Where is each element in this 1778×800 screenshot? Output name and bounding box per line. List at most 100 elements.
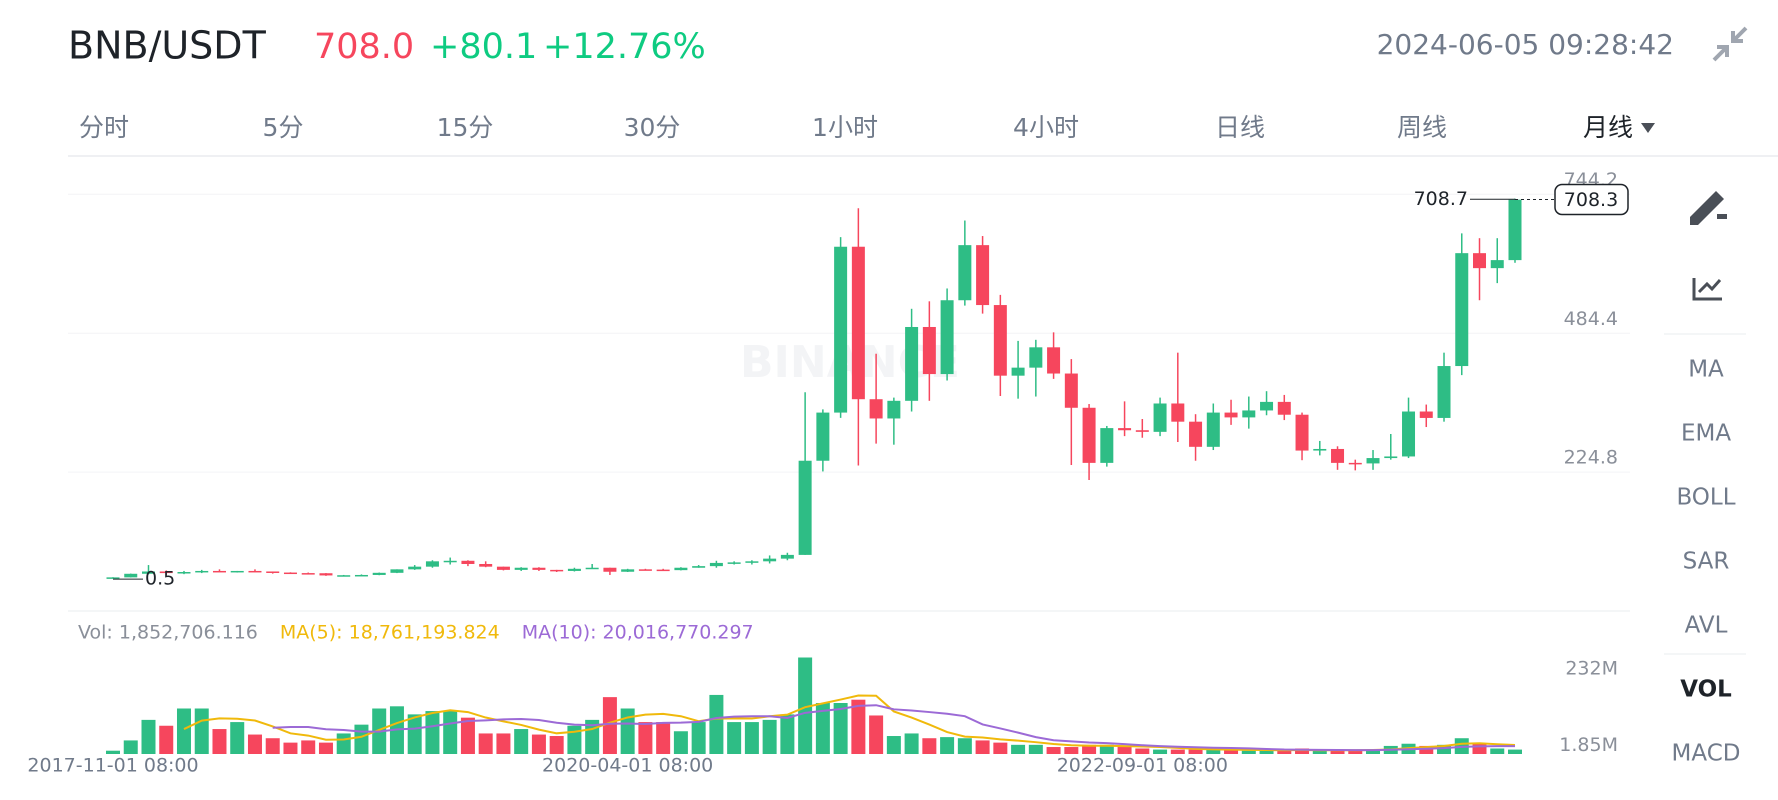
volume-bar bbox=[904, 733, 919, 754]
candle-body bbox=[1384, 456, 1398, 459]
volume-bar bbox=[638, 722, 653, 754]
volume-bar bbox=[691, 722, 706, 754]
candle-body bbox=[567, 568, 581, 571]
candle-body bbox=[283, 572, 297, 575]
volume-bar bbox=[425, 711, 440, 754]
candle-body bbox=[177, 572, 191, 574]
timeframe-tab[interactable]: 15分 bbox=[437, 113, 494, 142]
collapse-icon[interactable] bbox=[1712, 26, 1748, 62]
candle-body bbox=[141, 571, 155, 574]
volume-bar bbox=[1508, 749, 1522, 754]
candle-body bbox=[1242, 410, 1256, 418]
volume-bar bbox=[1295, 748, 1310, 754]
indicator-button[interactable]: VOL bbox=[1680, 677, 1732, 703]
draw-icon[interactable] bbox=[1690, 191, 1727, 225]
timeframe-tab[interactable]: 日线 bbox=[1215, 113, 1265, 142]
x-tick-label: 2022-09-01 08:00 bbox=[1057, 755, 1228, 777]
volume-bar bbox=[1064, 747, 1079, 754]
indicator-button[interactable]: MACD bbox=[1672, 741, 1741, 767]
volume-bar bbox=[1117, 747, 1132, 754]
timeframe-tab[interactable]: 30分 bbox=[624, 113, 681, 142]
candle-body bbox=[834, 246, 848, 413]
last-price-label: 708.3 bbox=[1564, 189, 1618, 211]
timeframe-tab[interactable]: 月线 bbox=[1583, 113, 1633, 142]
volume-bar bbox=[354, 724, 369, 754]
volume-bar bbox=[1224, 749, 1239, 754]
candle-body bbox=[425, 561, 439, 567]
volume-bar bbox=[1472, 743, 1487, 754]
volume-bar bbox=[1046, 747, 1061, 754]
indicator-button[interactable]: MA bbox=[1688, 357, 1724, 383]
indicator-button[interactable]: BOLL bbox=[1676, 485, 1735, 511]
volume-bar bbox=[230, 722, 245, 754]
candle-body bbox=[532, 567, 546, 570]
chart-icon[interactable] bbox=[1692, 278, 1722, 301]
volume-bar bbox=[194, 708, 209, 754]
candle-body bbox=[1277, 401, 1291, 415]
candle-body bbox=[692, 566, 706, 568]
candle-body bbox=[869, 399, 883, 419]
volume-bar bbox=[815, 703, 830, 754]
volume-bar bbox=[1330, 750, 1345, 754]
candle-body bbox=[780, 554, 794, 559]
candle-body bbox=[638, 569, 652, 571]
volume-bar bbox=[301, 740, 316, 754]
volume-bar bbox=[1437, 744, 1452, 754]
candle-body bbox=[106, 577, 120, 579]
candle-body bbox=[1082, 407, 1096, 463]
indicator-button[interactable]: AVL bbox=[1685, 613, 1728, 639]
volume-bar bbox=[460, 717, 475, 754]
candle-body bbox=[248, 570, 262, 573]
volume-bar bbox=[407, 714, 422, 754]
volume-bar bbox=[106, 750, 120, 754]
volume-bar bbox=[780, 714, 795, 754]
volume-bar bbox=[1419, 745, 1434, 754]
candle-body bbox=[585, 567, 599, 570]
change-pct: +12.76% bbox=[543, 27, 706, 67]
candle-body bbox=[816, 412, 830, 461]
max-label: 708.7 bbox=[1414, 188, 1468, 210]
timeframe-tab[interactable]: 分时 bbox=[79, 113, 129, 142]
volume-bar bbox=[922, 738, 937, 754]
volume-bar bbox=[940, 737, 955, 754]
candle-body bbox=[1011, 367, 1025, 376]
dropdown-arrow[interactable] bbox=[1641, 123, 1655, 133]
ma10-line bbox=[272, 704, 1516, 752]
timeframe-tab[interactable]: 4小时 bbox=[1013, 113, 1079, 142]
volume-bar bbox=[1153, 749, 1168, 754]
candle-body bbox=[1135, 430, 1149, 432]
vol-tick-label: 232M bbox=[1565, 657, 1618, 679]
volume-bar bbox=[283, 742, 298, 754]
volume-bar bbox=[1188, 749, 1203, 754]
candle-body bbox=[905, 326, 919, 401]
volume-bar bbox=[1011, 744, 1026, 754]
vol-tick-label: 1.85M bbox=[1559, 734, 1618, 756]
volume-bar bbox=[443, 711, 458, 754]
volume-bar bbox=[141, 719, 156, 754]
volume-bar bbox=[833, 703, 848, 754]
volume-bar bbox=[602, 697, 617, 754]
candle-body bbox=[1189, 421, 1203, 447]
indicator-button[interactable]: SAR bbox=[1683, 549, 1730, 575]
volume-bar bbox=[869, 715, 884, 754]
candle-body bbox=[727, 562, 741, 564]
candle-body bbox=[1437, 366, 1451, 418]
candle-body bbox=[319, 573, 333, 576]
timeframe-tab[interactable]: 1小时 bbox=[812, 113, 878, 142]
candle-body bbox=[550, 569, 564, 572]
volume-bar bbox=[514, 729, 529, 754]
indicator-button[interactable]: EMA bbox=[1681, 421, 1731, 447]
volume-bar bbox=[1028, 744, 1043, 754]
timeframe-tab[interactable]: 周线 bbox=[1397, 113, 1447, 142]
candle-body bbox=[230, 570, 244, 573]
volume-bar bbox=[567, 725, 582, 754]
candle-body bbox=[1402, 411, 1416, 457]
candle-body bbox=[940, 300, 954, 375]
candle-body bbox=[621, 569, 635, 572]
min-label: 0.5 bbox=[145, 568, 175, 590]
volume-bar bbox=[957, 738, 972, 754]
candle-body bbox=[124, 573, 138, 578]
candle-body bbox=[1206, 412, 1220, 447]
timeframe-tab[interactable]: 5分 bbox=[263, 113, 304, 142]
